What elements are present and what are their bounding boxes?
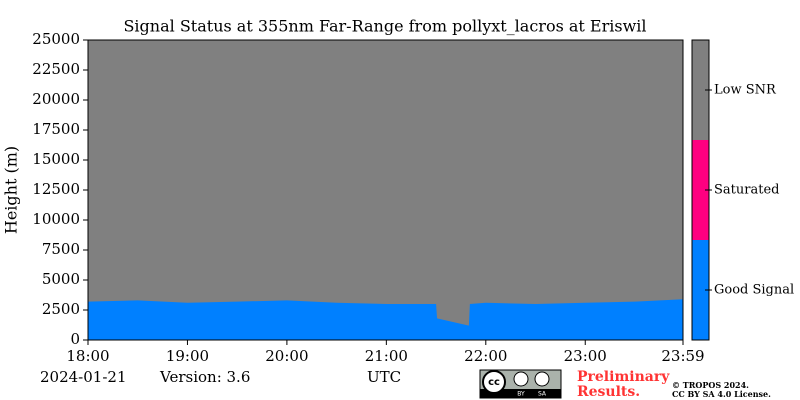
- y-tick-label: 2500: [42, 300, 80, 318]
- preliminary: Preliminary: [577, 369, 670, 385]
- good-signal-area: [88, 299, 683, 340]
- x-tick-label: 21:00: [365, 347, 408, 365]
- x-tick-label: 20:00: [265, 347, 308, 365]
- chart-title: Signal Status at 355nm Far-Range from po…: [123, 17, 646, 36]
- low-snr-field: [88, 40, 683, 340]
- copyright: CC BY SA 4.0 License.: [672, 389, 771, 399]
- version: Version: 3.6: [159, 368, 250, 386]
- y-tick-label: 12500: [32, 180, 80, 198]
- x-tick-label: 18:00: [66, 347, 109, 365]
- colorbar-label: Saturated: [714, 183, 779, 198]
- y-tick-label: 22500: [32, 60, 80, 78]
- colorbar-segment: [692, 240, 709, 340]
- y-tick-label: 15000: [32, 150, 80, 168]
- y-tick-label: 25000: [32, 30, 80, 48]
- copyright: © TROPOS 2024.: [672, 380, 749, 390]
- x-tick-label: 22:00: [464, 347, 507, 365]
- colorbar-label: Low SNR: [714, 83, 777, 98]
- y-axis-label: Height (m): [2, 146, 21, 234]
- y-tick-label: 17500: [32, 120, 80, 138]
- colorbar-segment: [692, 40, 709, 140]
- license-badge: cc BY SA: [479, 369, 562, 399]
- colorbar-label: Good Signal: [714, 283, 794, 298]
- x-axis-label: UTC: [367, 368, 401, 386]
- y-tick-label: 10000: [32, 210, 80, 228]
- svg-text:cc: cc: [488, 377, 500, 388]
- preliminary: Results.: [577, 384, 640, 400]
- x-tick-label: 19:00: [166, 347, 209, 365]
- y-tick-label: 20000: [32, 90, 80, 108]
- badge-by: BY: [517, 391, 525, 398]
- y-tick-label: 7500: [42, 240, 80, 258]
- y-tick-label: 0: [70, 330, 80, 348]
- badge-sa: SA: [538, 391, 547, 398]
- colorbar-segment: [692, 140, 709, 240]
- x-tick-label: 23:00: [564, 347, 607, 365]
- y-tick-label: 5000: [42, 270, 80, 288]
- colorbar-frame: [691, 39, 710, 341]
- x-tick-label: 23:59: [661, 347, 704, 365]
- date: 2024-01-21: [40, 368, 126, 386]
